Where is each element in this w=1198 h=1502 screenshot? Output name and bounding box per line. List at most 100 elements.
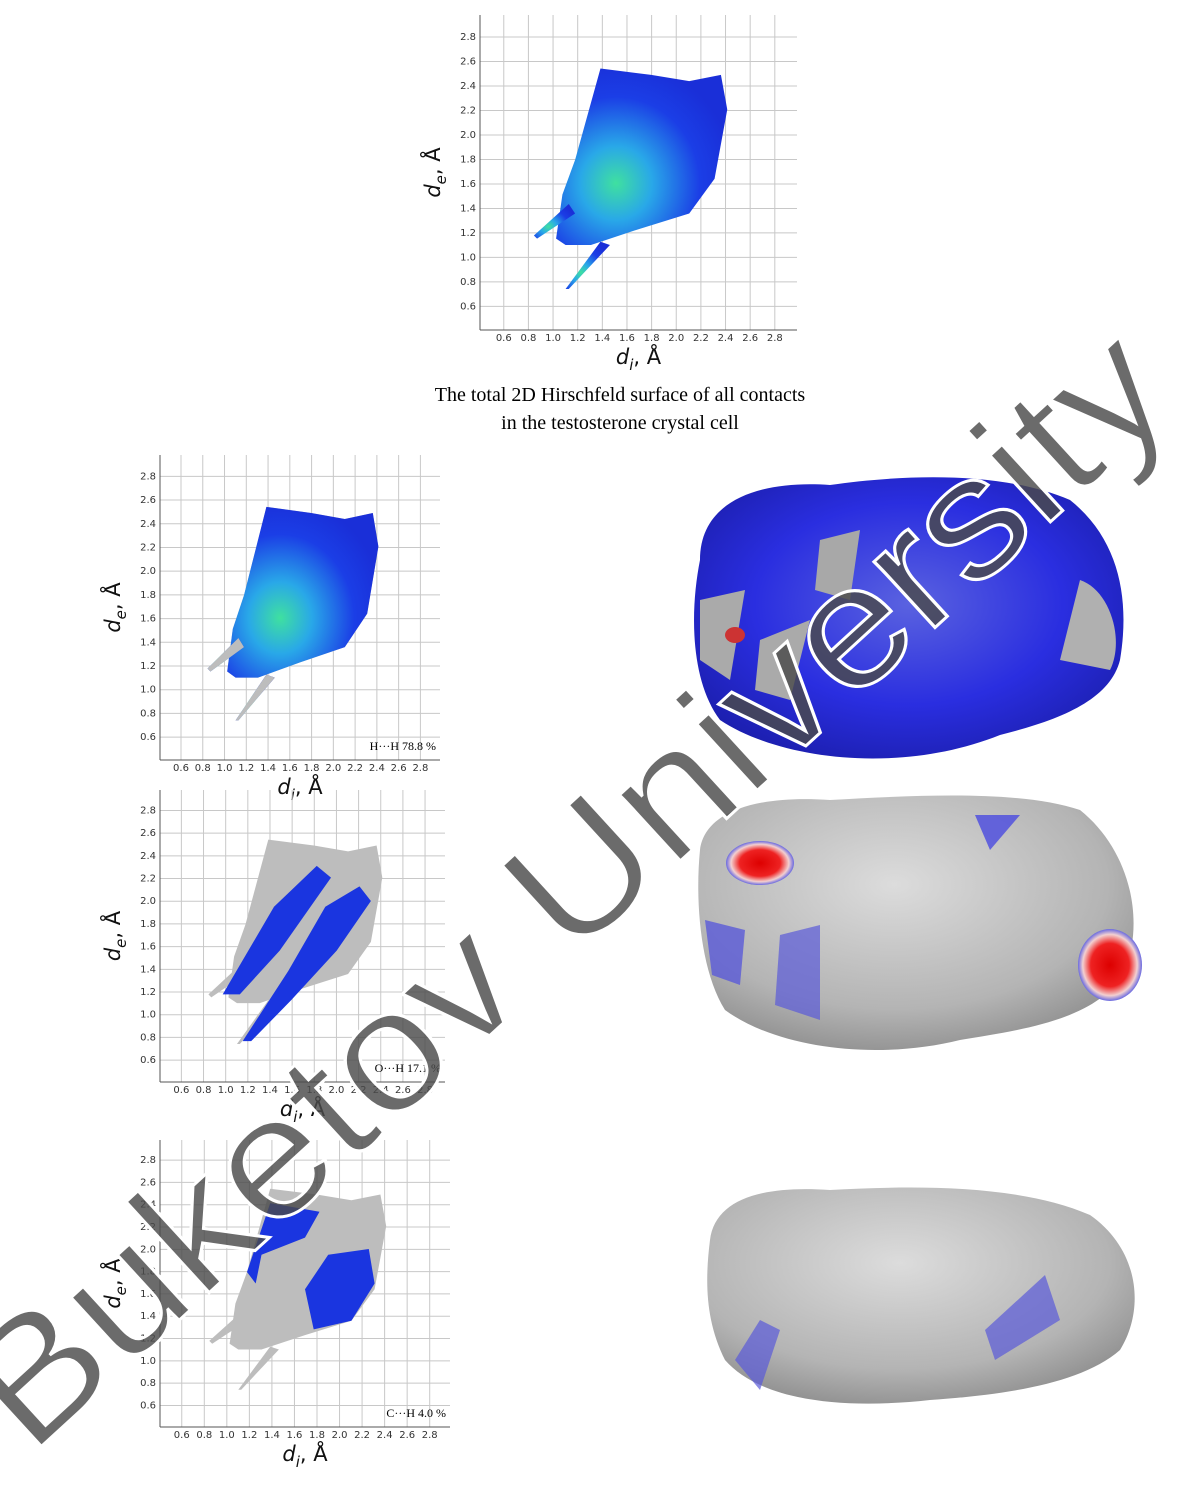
axis-label: di, Å [277,773,323,804]
y-tick-label: 2.6 [140,495,156,506]
figure: The total 2D Hirschfeld surface of all c… [0,0,1198,1502]
axis-label: de, Å [99,582,130,633]
y-tick-label: 2.0 [140,566,156,577]
x-tick-label: 2.4 [718,333,734,344]
y-tick-label: 1.4 [460,203,476,214]
contact-label: H···H 78.8 % [370,739,436,753]
x-tick-label: 1.8 [644,333,660,344]
x-tick-label: 2.8 [412,763,428,774]
y-tick-label: 1.8 [140,590,156,601]
x-tick-label: 1.0 [545,333,561,344]
y-tick-label: 1.8 [140,919,156,930]
y-tick-label: 1.6 [140,614,156,625]
x-tick-label: 1.6 [287,1430,303,1441]
x-tick-label: 0.6 [173,763,189,774]
y-tick-label: 0.6 [460,301,476,312]
x-tick-label: 2.4 [377,1430,393,1441]
y-tick-label: 1.2 [140,987,156,998]
fingerprint-plot: 0.6 0.8 1.0 1.2 1.4 1.6 1.8 2.0 2.2 2.4 2.6 2.8 0.6 0… [419,15,797,374]
x-tick-label: 0.8 [520,333,536,344]
axis-unit: , Å [99,910,125,938]
axis-subscript: e [112,610,130,619]
x-tick-label: 2.6 [391,763,407,774]
fingerprint-plot: 0.6 0.8 1.0 1.2 1.4 1.6 1.8 2.0 2.2 2.4 2.6 2.8 0.6 0… [99,455,440,804]
axis-subscript: e [112,939,130,948]
axis-label: di, Å [616,343,662,374]
axis-label: de, Å [419,147,450,198]
y-tick-label: 0.6 [140,732,156,743]
x-tick-label: 1.0 [217,763,233,774]
x-tick-label: 2.2 [693,333,709,344]
y-tick-label: 1.0 [140,685,156,696]
x-tick-label: 2.2 [347,763,363,774]
y-tick-label: 1.0 [140,1010,156,1021]
axis-symbol: d [101,947,125,961]
axis-symbol: d [282,1442,296,1466]
y-tick-label: 1.2 [460,228,476,239]
contact-label: C···H 4.0 % [386,1406,446,1420]
x-tick-label: 1.2 [238,763,254,774]
y-tick-label: 0.8 [460,277,476,288]
axis-unit: , Å [633,343,661,369]
y-tick-label: 2.8 [140,805,156,816]
point-cloud [556,69,727,245]
y-tick-label: 2.4 [460,81,476,92]
axis-label: di, Å [282,1440,328,1471]
y-tick-label: 2.6 [460,57,476,68]
x-tick-label: 2.8 [422,1430,438,1441]
x-tick-label: 2.0 [325,763,341,774]
x-tick-label: 1.0 [219,1430,235,1441]
axis-subscript: e [432,175,450,184]
surface-3 [707,1188,1134,1404]
x-tick-label: 2.6 [399,1430,415,1441]
y-tick-label: 1.4 [140,964,156,975]
y-tick-label: 1.6 [140,942,156,953]
axis-label: de, Å [99,910,130,961]
x-tick-label: 0.8 [196,1430,212,1441]
y-tick-label: 2.4 [140,519,156,530]
axis-unit: , Å [419,147,445,175]
x-tick-label: 1.8 [309,1430,325,1441]
x-tick-label: 1.6 [619,333,635,344]
y-tick-label: 1.8 [460,154,476,165]
x-tick-label: 2.0 [668,333,684,344]
x-tick-label: 1.4 [594,333,610,344]
y-tick-label: 2.0 [140,896,156,907]
x-tick-label: 1.2 [570,333,586,344]
x-tick-label: 2.0 [332,1430,348,1441]
y-tick-label: 2.0 [460,130,476,141]
y-tick-label: 1.4 [140,637,156,648]
y-tick-label: 2.8 [460,32,476,43]
y-tick-label: 0.8 [140,708,156,719]
y-tick-label: 2.8 [140,471,156,482]
axis-symbol: d [101,619,125,633]
y-tick-label: 1.0 [460,252,476,263]
x-tick-label: 2.8 [767,333,783,344]
caption-line: The total 2D Hirschfeld surface of all c… [435,384,806,406]
x-tick-label: 1.6 [282,763,298,774]
y-tick-label: 0.8 [140,1032,156,1043]
x-tick-label: 0.8 [195,763,211,774]
axis-symbol: d [616,345,630,369]
axis-unit: , Å [295,773,323,799]
y-tick-label: 2.2 [140,874,156,885]
y-tick-label: 1.6 [460,179,476,190]
axis-symbol: d [277,775,291,799]
x-tick-label: 0.6 [173,1085,189,1096]
x-tick-label: 1.4 [260,763,276,774]
x-tick-label: 1.4 [264,1430,280,1441]
y-tick-label: 0.6 [140,1055,156,1066]
axis-symbol: d [421,184,445,198]
x-tick-label: 0.6 [496,333,512,344]
point-cloud [227,507,378,678]
y-tick-label: 1.2 [140,661,156,672]
x-tick-label: 1.8 [304,763,320,774]
y-tick-label: 2.2 [140,542,156,553]
y-tick-label: 2.4 [140,851,156,862]
caption-line: in the testosterone crystal cell [501,412,739,434]
axis-unit: , Å [99,582,125,610]
x-tick-label: 0.6 [174,1430,190,1441]
y-tick-label: 2.6 [140,828,156,839]
x-tick-label: 2.4 [369,763,385,774]
x-tick-label: 2.6 [742,333,758,344]
